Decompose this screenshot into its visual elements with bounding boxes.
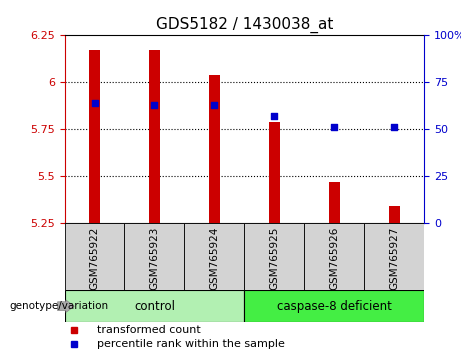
Text: GSM765927: GSM765927	[389, 227, 399, 290]
Text: percentile rank within the sample: percentile rank within the sample	[97, 339, 285, 349]
FancyBboxPatch shape	[65, 223, 124, 290]
Text: GSM765925: GSM765925	[269, 227, 279, 290]
FancyBboxPatch shape	[184, 223, 244, 290]
Point	[91, 100, 98, 106]
FancyBboxPatch shape	[244, 223, 304, 290]
FancyBboxPatch shape	[304, 223, 364, 290]
Bar	[269, 122, 280, 223]
Text: GSM765924: GSM765924	[209, 227, 219, 290]
Point	[151, 102, 158, 108]
Bar	[389, 206, 400, 223]
Text: GSM765922: GSM765922	[89, 227, 100, 290]
Text: control: control	[134, 300, 175, 313]
FancyBboxPatch shape	[124, 223, 184, 290]
FancyBboxPatch shape	[65, 290, 244, 322]
Bar	[329, 182, 340, 223]
Text: genotype/variation: genotype/variation	[9, 301, 108, 311]
Bar	[89, 50, 100, 223]
FancyBboxPatch shape	[364, 223, 424, 290]
FancyBboxPatch shape	[244, 290, 424, 322]
Bar	[209, 75, 220, 223]
Text: transformed count: transformed count	[97, 325, 201, 335]
Point	[211, 102, 218, 108]
Text: GSM765926: GSM765926	[329, 227, 339, 290]
Title: GDS5182 / 1430038_at: GDS5182 / 1430038_at	[156, 16, 333, 33]
Point	[271, 113, 278, 119]
Point	[390, 125, 398, 130]
Bar	[149, 50, 160, 223]
Text: GSM765923: GSM765923	[149, 227, 160, 290]
Point	[331, 125, 338, 130]
Text: caspase-8 deficient: caspase-8 deficient	[277, 300, 392, 313]
